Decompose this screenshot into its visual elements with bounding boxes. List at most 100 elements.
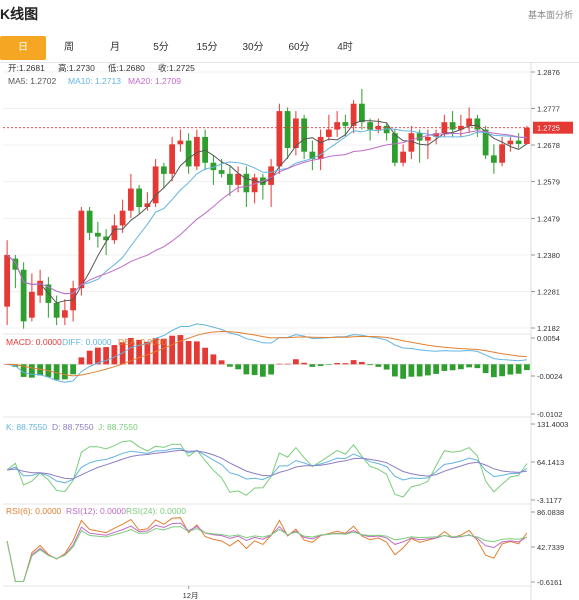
- candle-body: [243, 173, 250, 193]
- ma5-line: [6, 120, 528, 304]
- candle-body: [235, 173, 242, 185]
- macd-bar: [136, 339, 143, 365]
- macd-bar: [218, 360, 225, 365]
- candle-body: [325, 129, 332, 137]
- tab-6[interactable]: 60分: [288, 42, 310, 53]
- rsi12-line: [6, 522, 528, 582]
- ohlc-label-3: 收:1.2725: [158, 63, 195, 73]
- macd-bar: [144, 341, 151, 365]
- candle-body: [169, 144, 176, 174]
- candle-body: [523, 127, 530, 144]
- tab-2[interactable]: 月: [110, 42, 120, 53]
- macd-bar: [400, 364, 407, 379]
- macd-bar: [259, 364, 266, 377]
- dea-line: [7, 330, 527, 377]
- macd-bar: [466, 364, 473, 368]
- macd-bar: [367, 364, 374, 366]
- macd-bar: [490, 364, 497, 378]
- ma20-line: [6, 130, 527, 295]
- macd-bar: [276, 363, 283, 365]
- candle-body: [136, 188, 143, 208]
- fundamental-analysis-link[interactable]: 基本面分析: [527, 10, 573, 20]
- candle-body: [152, 166, 159, 204]
- kdj-tick-label-1: 64.1413: [537, 458, 564, 467]
- candle-body: [309, 151, 316, 160]
- macd-bar: [301, 362, 308, 365]
- macd-bar: [408, 364, 415, 377]
- y-tick-label-3: 1.2579: [537, 178, 560, 187]
- macd-tick-label-2: -0.0102: [537, 410, 562, 419]
- macd-bar: [127, 337, 134, 365]
- candle-body: [284, 111, 291, 148]
- candle-body: [507, 140, 514, 145]
- macd-bar: [185, 340, 192, 365]
- candle-body: [292, 118, 299, 148]
- macd-bar: [53, 364, 60, 380]
- y-tick-label-7: 1.2182: [537, 324, 560, 333]
- macd-bar: [449, 364, 456, 371]
- tab-5[interactable]: 30分: [242, 42, 264, 53]
- candle-body: [449, 122, 456, 130]
- candle-body: [28, 291, 35, 318]
- rsi6-line: [6, 517, 528, 582]
- macd-bar: [37, 364, 44, 376]
- macd-tick-label-0: 0.0054: [537, 334, 560, 343]
- candle-body: [226, 173, 233, 185]
- macd-bar: [169, 335, 176, 365]
- macd-bar: [358, 362, 365, 365]
- current-price-tag: [533, 121, 573, 134]
- candle-body: [210, 162, 217, 171]
- macd-bar: [103, 347, 110, 365]
- candle-body: [193, 136, 200, 167]
- macd-legend-0: MACD: 0.0000: [6, 337, 62, 347]
- candle-body: [127, 188, 134, 211]
- tab-1[interactable]: 周: [64, 42, 74, 53]
- macd-bar: [78, 357, 85, 365]
- kdj-legend-0: K: 88.7550: [6, 422, 47, 432]
- macd-bar: [210, 354, 217, 365]
- candle-body: [424, 136, 431, 141]
- macd-bar: [424, 364, 431, 376]
- candle-body: [251, 177, 258, 193]
- macd-bar: [193, 341, 200, 365]
- y-tick-label-5: 1.2380: [537, 251, 560, 260]
- macd-bar: [70, 364, 77, 375]
- macd-bar: [416, 364, 423, 377]
- candle-body: [358, 103, 365, 123]
- candle-body: [474, 118, 481, 130]
- candle-body: [218, 170, 225, 174]
- macd-bar: [86, 350, 93, 365]
- y-tick-label-6: 1.2281: [537, 287, 560, 296]
- candle-body: [86, 210, 93, 233]
- macd-bar: [292, 359, 299, 365]
- macd-tick-label-1: -0.0024: [537, 372, 562, 381]
- candle-body: [367, 122, 374, 130]
- y-tick-label-1: 1.2777: [537, 105, 560, 114]
- macd-bar: [284, 363, 291, 365]
- tab-0[interactable]: 日: [0, 36, 46, 60]
- macd-bar: [268, 364, 275, 375]
- candle-body: [185, 140, 192, 167]
- macd-bar: [94, 347, 101, 365]
- macd-bar: [243, 364, 250, 375]
- ma-legend-1: MA10: 1.2713: [68, 76, 121, 86]
- tab-3[interactable]: 5分: [153, 42, 169, 53]
- y-tick-label-0: 1.2876: [537, 68, 560, 77]
- rsi-legend-0: RSI(6): 0.0000: [6, 506, 62, 516]
- ma10-line: [6, 128, 527, 295]
- k-line: [6, 447, 528, 484]
- candle-body: [375, 125, 382, 130]
- macd-bar: [441, 364, 448, 371]
- tab-4[interactable]: 15分: [196, 42, 218, 53]
- tab-7[interactable]: 4时: [337, 42, 353, 53]
- macd-bar: [309, 364, 316, 367]
- candle-body: [78, 210, 85, 289]
- macd-bar: [350, 360, 357, 365]
- d-line: [7, 449, 527, 480]
- candle-body: [301, 118, 308, 152]
- candle-body: [499, 144, 506, 163]
- candle-body: [111, 225, 118, 241]
- macd-bar: [160, 338, 167, 365]
- candle-body: [391, 133, 398, 163]
- candle-body: [482, 129, 489, 156]
